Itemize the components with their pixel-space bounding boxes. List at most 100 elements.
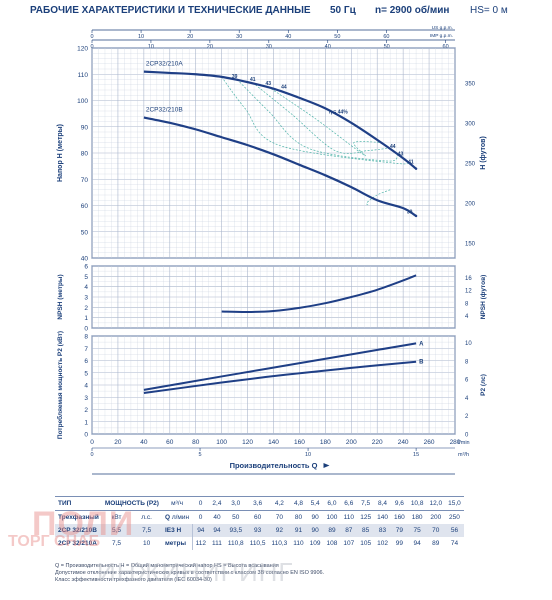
table-row: 2CP 32/210A 7,5 10 метры 112 111 110,8 1… — [55, 537, 464, 550]
head-axis-label: Напор H (метры) — [57, 124, 64, 182]
q-m3h-13: 12,0 — [426, 496, 446, 511]
q-m3h-unit: м³/ч — [161, 496, 193, 511]
q-m3h-6: 5,4 — [306, 496, 324, 511]
h-value: 93,5 — [224, 524, 247, 537]
imp-tick-label: 50 — [384, 44, 390, 50]
us-tick-label: 40 — [285, 34, 291, 40]
power-tick-label: 4 — [84, 383, 88, 390]
q-lmin-6: 90 — [311, 514, 319, 521]
row-kw: 7,5 — [112, 540, 122, 547]
efficiency-label: 41 — [250, 77, 256, 83]
imp-tick-label: 30 — [266, 44, 272, 50]
row-type: 2CP 32/210A — [58, 540, 97, 547]
h-value: 89 — [432, 540, 440, 547]
x-axis-label: Производительность Q — [230, 461, 318, 470]
head-tick-label: 110 — [78, 72, 89, 79]
h-value: 75 — [407, 524, 427, 537]
efficiency-isoline — [366, 189, 391, 206]
col-type: ТИП — [55, 496, 102, 511]
efficiency-isoline — [221, 76, 409, 165]
q-m3h-8: 6,6 — [340, 496, 358, 511]
imp-gpm-label: IMP g.p.m. — [430, 33, 453, 39]
head-series-label: 2CP32/210A — [146, 61, 184, 68]
x-tick-label-lmin: 20 — [114, 439, 122, 446]
us-tick-label: 30 — [236, 34, 242, 40]
efficiency-isoline — [236, 79, 399, 162]
q-lmin-5: 80 — [294, 514, 303, 521]
efficiency-label: 39 — [232, 74, 238, 80]
h-value: 85 — [357, 524, 375, 537]
us-tick-label: 60 — [383, 34, 389, 40]
npsh-tick-label: 1 — [84, 315, 88, 322]
x-unit-m3h: m³/h — [458, 452, 469, 458]
power-hp-tick-label: 6 — [465, 378, 469, 384]
q-m3h-12: 10,8 — [407, 496, 427, 511]
npsh-axis-label: NPSH (метры) — [57, 274, 64, 319]
q-lmin-4: 70 — [275, 514, 283, 521]
efficiency-isoline — [268, 86, 383, 157]
h-value: 83 — [374, 524, 391, 537]
curve-end-marker — [414, 214, 418, 218]
h-value: 93 — [246, 524, 269, 537]
q-m3h-5: 4,8 — [290, 496, 307, 511]
h-value: 56 — [445, 524, 464, 537]
power-tick-label: 8 — [84, 334, 88, 341]
x-tick-label-lmin: 60 — [166, 439, 174, 446]
x-tick-label-lmin: 260 — [424, 439, 435, 446]
us-tick-label: 0 — [90, 34, 93, 40]
head-ft-tick-label: 250 — [465, 161, 476, 167]
us-tick-label: 50 — [334, 34, 340, 40]
us-tick-label: 20 — [187, 34, 193, 40]
power-tick-label: 3 — [84, 395, 88, 402]
us-tick-label: 10 — [138, 34, 144, 40]
power-hp-tick-label: 0 — [465, 433, 469, 439]
h-value: 91 — [290, 524, 307, 537]
imp-tick-label: 60 — [443, 44, 449, 50]
efficiency-label: 43 — [266, 81, 272, 87]
npsh-tick-label: 2 — [84, 305, 88, 312]
npsh-tick-label: 3 — [84, 295, 88, 302]
q-m3h-4: 4,2 — [268, 496, 291, 511]
head-tick-label: 90 — [81, 124, 89, 131]
h-value: 110,8 — [227, 540, 244, 547]
power-tick-label: 0 — [84, 432, 88, 439]
head-tick-label: 60 — [81, 203, 89, 210]
npsh-ft-tick-label: 4 — [465, 314, 469, 320]
x-tick-label-lmin: 160 — [294, 439, 305, 446]
power-hp-tick-label: 8 — [465, 359, 469, 365]
q-m3h-7: 6,0 — [323, 496, 341, 511]
head-ft-tick-label: 300 — [465, 121, 476, 127]
power-axis-label: Потребляемая мощность P2 (кВт) — [56, 331, 64, 439]
npsh-ft-tick-label: 12 — [465, 289, 472, 295]
h-value: 110 — [293, 540, 304, 547]
h-value: 108 — [326, 540, 338, 547]
x-unit-lmin: l/min — [458, 440, 470, 446]
h-value: 112 — [191, 537, 209, 550]
h-value: 87 — [340, 524, 358, 537]
q-lmin-12: 180 — [411, 514, 423, 521]
power-series-label: B — [419, 360, 424, 366]
h-value: 110,3 — [271, 540, 288, 547]
q-m3h-2: 3,0 — [224, 496, 247, 511]
watermark-red-small: ТОРГ СНАБ — [8, 533, 101, 550]
ie3-label: IE3 — [164, 527, 175, 534]
power-curve-a — [143, 342, 417, 391]
x-tick-label-lmin: 140 — [268, 439, 279, 446]
h-value: 89 — [323, 524, 341, 537]
watermark-logo: ПОЛИ ТОРГ СНАБ ИНЖИНИРИНГ — [2, 505, 293, 600]
q-lmin-unit: Q л/мин — [162, 511, 192, 525]
q-lmin-1: 40 — [213, 514, 221, 521]
efficiency-label: η = 44% — [329, 110, 348, 116]
h-value: 94 — [209, 524, 225, 537]
row-type: 2CP 32/210B — [55, 524, 102, 537]
q-m3h-1: 2,4 — [209, 496, 225, 511]
power-curve-b — [143, 360, 417, 394]
q-lmin-9: 125 — [360, 514, 372, 521]
power-hp-tick-label: 2 — [465, 414, 469, 420]
footnote: Допустимое отклонение характеристических… — [55, 570, 325, 576]
q-m3h-3: 3,6 — [246, 496, 269, 511]
head-curve-b — [143, 116, 417, 217]
speed-label: n= 2900 об/мин — [375, 5, 450, 16]
efficiency-label: 41 — [408, 160, 414, 166]
npsh-tick-label: 5 — [84, 274, 88, 281]
